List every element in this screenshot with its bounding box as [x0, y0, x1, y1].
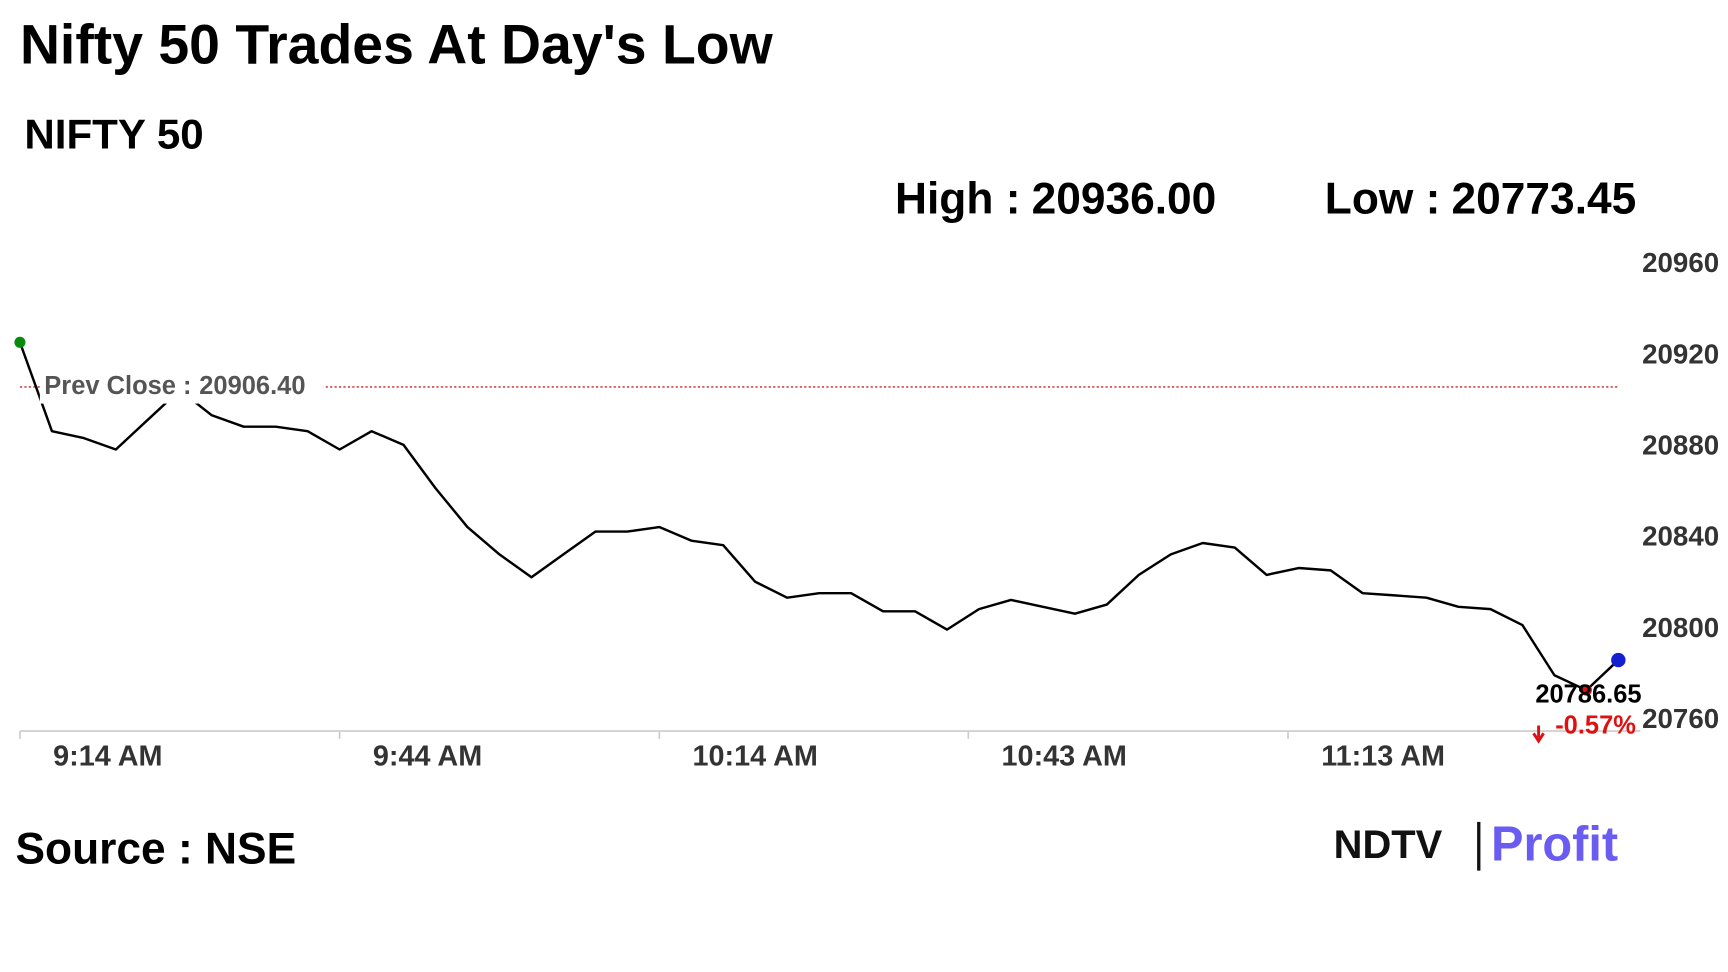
first-point: [14, 336, 26, 348]
y-tick-label: 20840: [1642, 521, 1719, 552]
last-value-label: 20786.65: [1535, 680, 1641, 708]
logo: NDTV Profit: [1334, 817, 1618, 871]
low-point: [1580, 684, 1592, 696]
chart-subtitle: NIFTY 50: [24, 110, 203, 157]
stat-value: 20773.45: [1452, 174, 1637, 223]
y-tick-label: 20960: [1642, 247, 1719, 278]
change-label: -0.57%: [1555, 711, 1636, 739]
x-tick-label: 10:43 AM: [1002, 740, 1127, 772]
y-tick-label: 20880: [1642, 429, 1719, 460]
prev-close-label: Prev Close : 20906.40: [44, 372, 305, 400]
x-tick-label: 9:14 AM: [53, 740, 162, 772]
prev-close-value: 20906.40: [199, 372, 305, 400]
stat: Low :20773.45: [1325, 174, 1636, 223]
y-tick-label: 20760: [1642, 703, 1719, 734]
source: Source : NSE: [16, 825, 297, 874]
x-tick-label: 10:14 AM: [693, 740, 818, 772]
x-tick-label: 11:13 AM: [1321, 740, 1445, 772]
stat: High :20936.00: [895, 174, 1216, 223]
logo-profit: Profit: [1491, 817, 1618, 871]
last-point: [1611, 652, 1626, 668]
down-arrow: [1532, 725, 1545, 744]
stat-value: 20936.00: [1032, 174, 1217, 223]
y-tick-label: 20920: [1642, 338, 1719, 369]
stat-name: High :: [895, 174, 1020, 223]
stat-name: Low :: [1325, 174, 1441, 223]
prev-close-label-bg: [39, 370, 326, 404]
y-tick-label: 20800: [1642, 612, 1719, 643]
prev-close-name: Prev Close :: [44, 372, 191, 400]
logo-ndtv: NDTV: [1334, 823, 1443, 867]
x-tick-label: 9:44 AM: [373, 740, 482, 772]
chart-title: Nifty 50 Trades At Day's Low: [20, 13, 774, 75]
price-line: [18, 341, 1620, 692]
